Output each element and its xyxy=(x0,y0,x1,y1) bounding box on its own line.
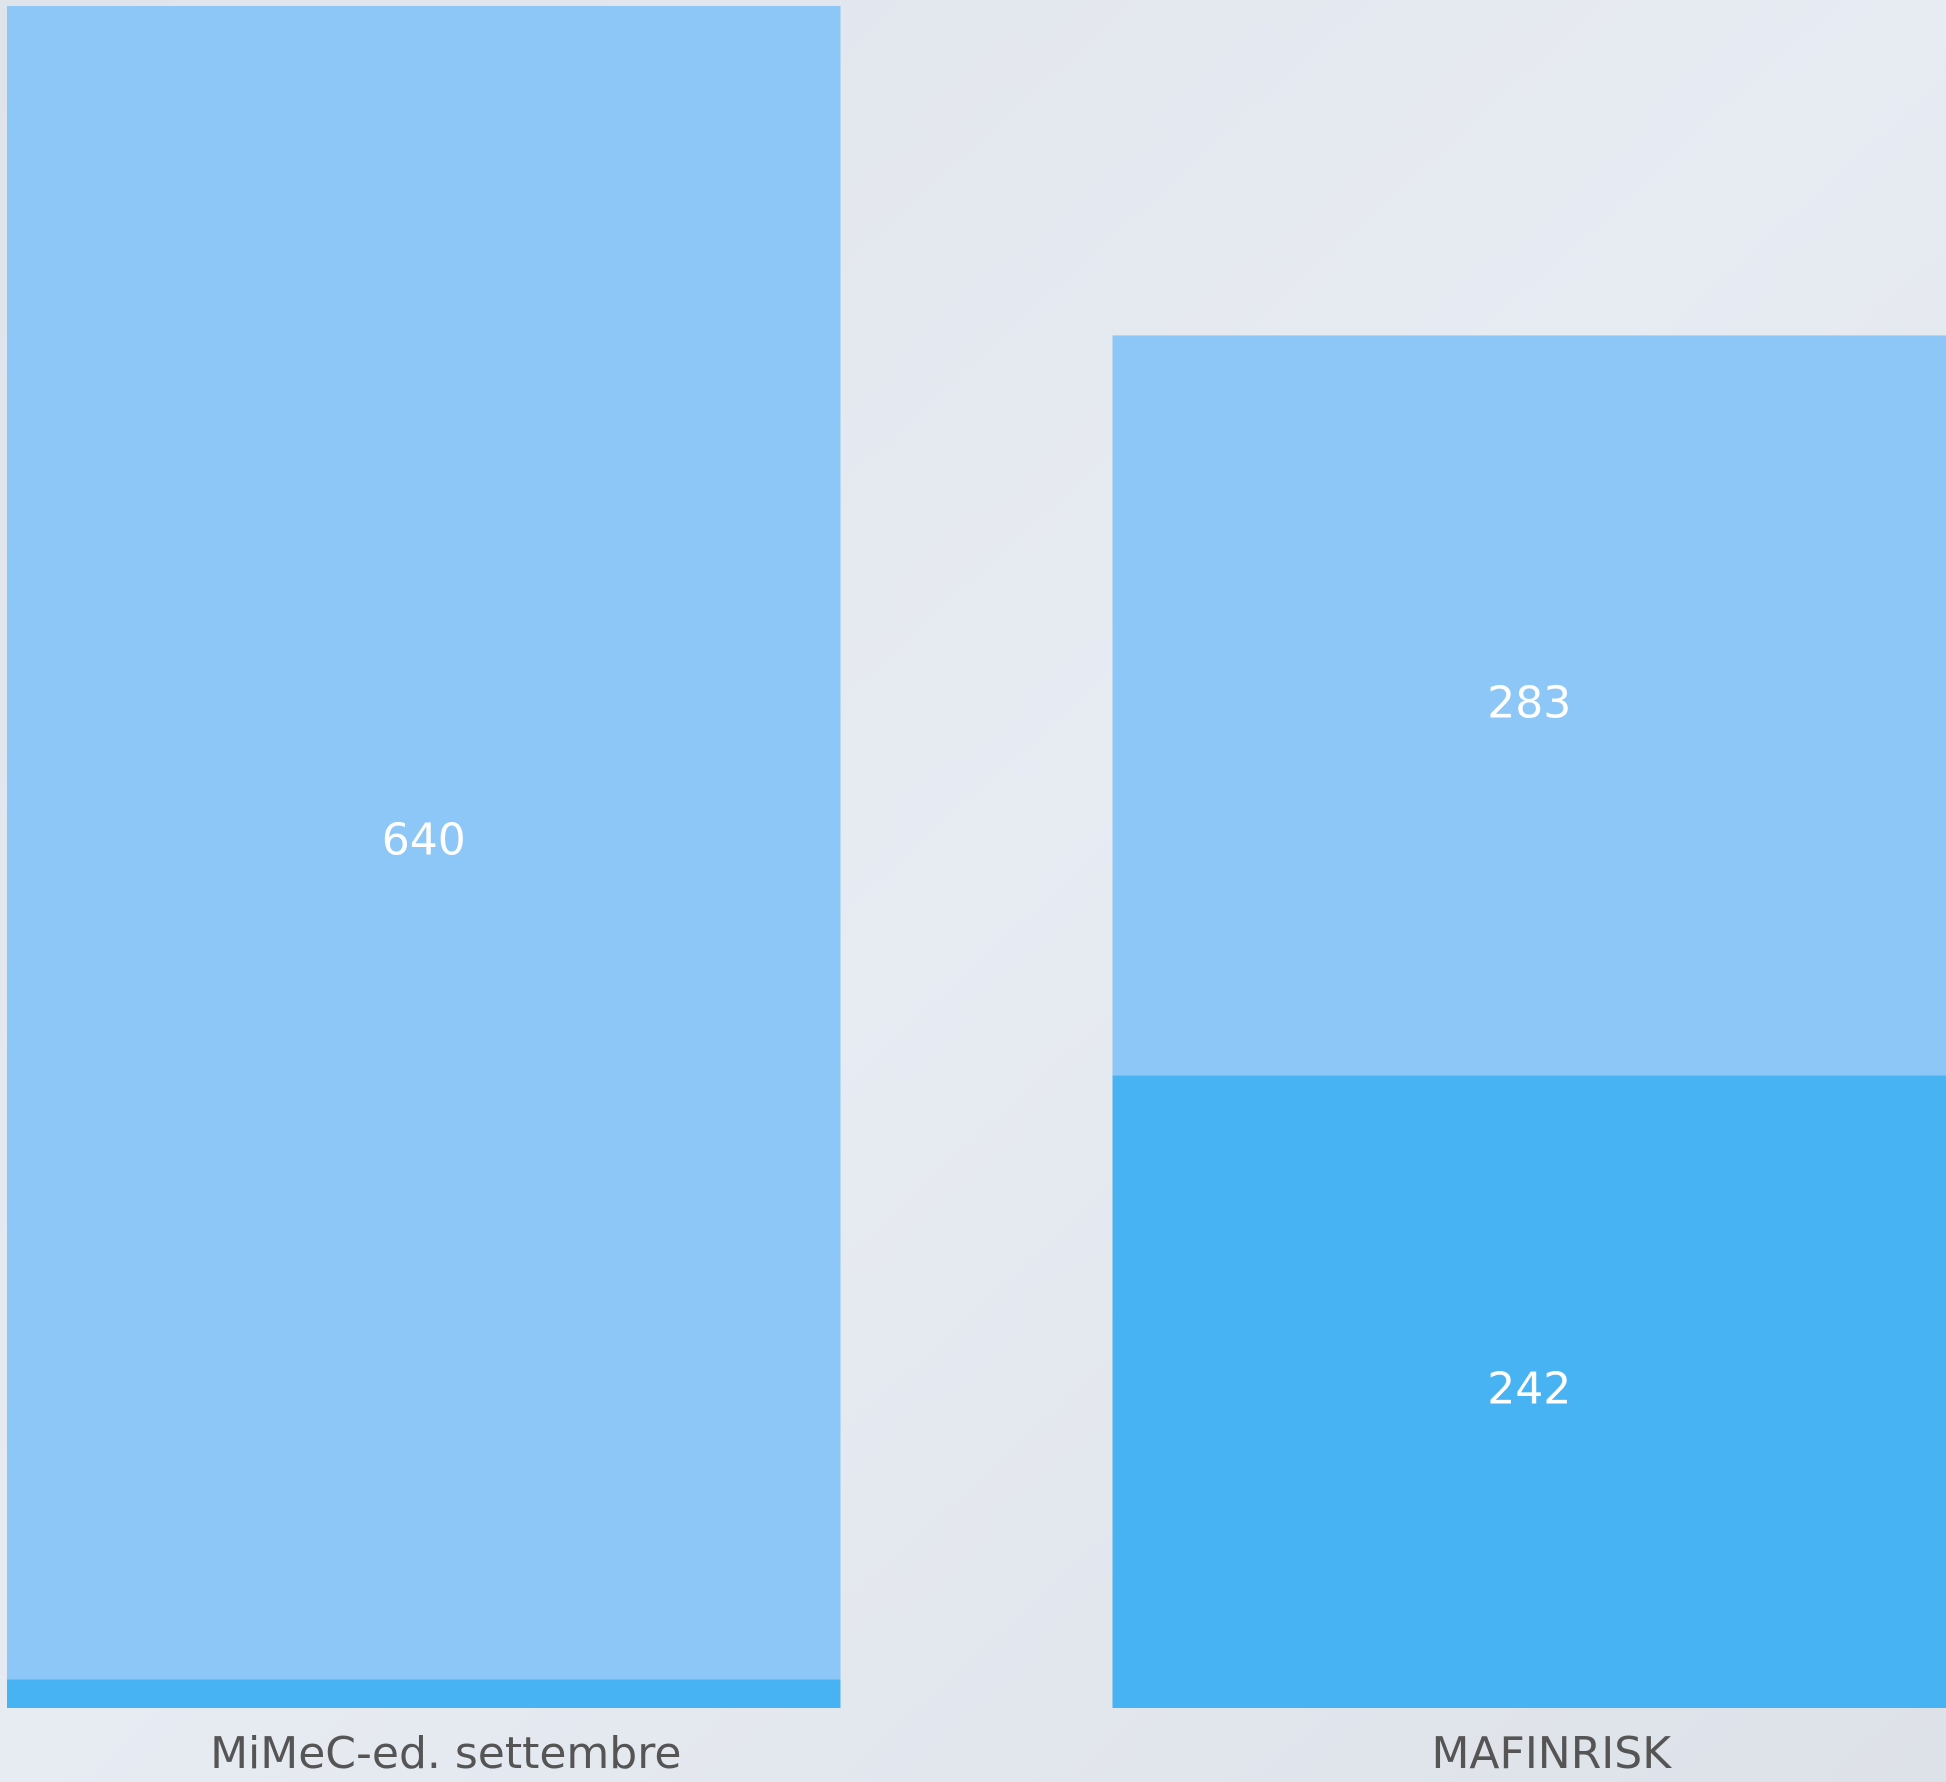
bar-segment xyxy=(1112,335,1946,1076)
x-tick-label: MAFINRISK xyxy=(1431,1728,1672,1779)
value-label: 242 xyxy=(1487,1364,1571,1415)
value-label: 283 xyxy=(1487,677,1571,728)
bar-segment xyxy=(7,6,841,1680)
bar-segment xyxy=(1112,1075,1946,1708)
bar-segment xyxy=(7,1679,841,1708)
value-label: 640 xyxy=(382,815,466,866)
x-tick-label: MiMeC-ed. settembre xyxy=(210,1728,681,1779)
